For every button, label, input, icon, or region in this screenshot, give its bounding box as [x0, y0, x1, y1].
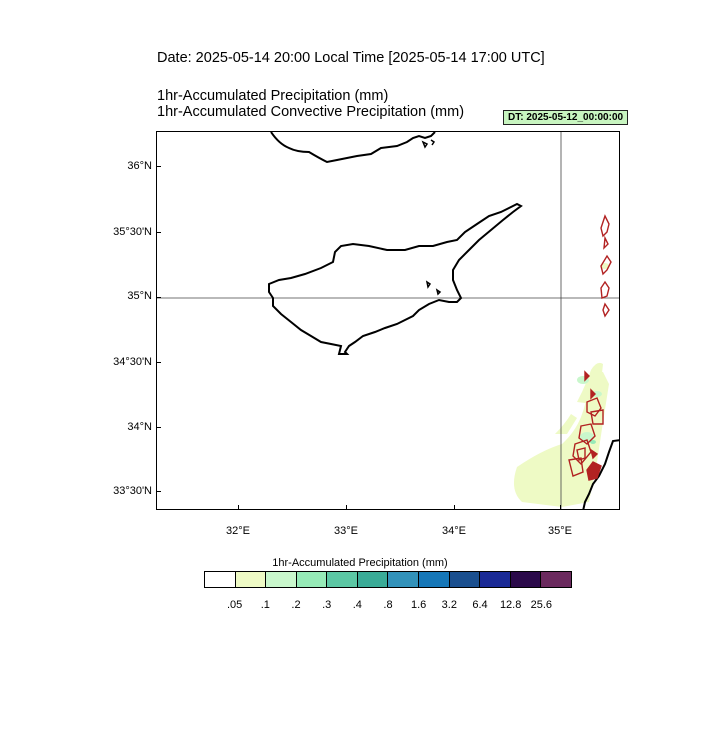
lon-label-32e: 32°E	[226, 525, 250, 537]
lon-tick	[454, 505, 455, 510]
lat-tick	[156, 166, 161, 167]
colorbar-box-11	[541, 572, 571, 587]
conv-contour-10	[578, 423, 596, 445]
precip-area-light	[513, 372, 609, 507]
lon-label-33e: 33°E	[334, 525, 358, 537]
colorbar-box-2	[266, 572, 297, 587]
lat-tick	[156, 491, 161, 492]
colorbar-label: .4	[352, 599, 362, 611]
colorbar-label: .3	[322, 599, 332, 611]
colorbar-box-6	[388, 572, 420, 587]
cyprus-islet	[425, 280, 432, 289]
colorbar-label: 6.4	[472, 599, 488, 611]
precip-spot-e	[601, 263, 609, 269]
lon-tick	[346, 505, 347, 510]
colorbar-title: 1hr-Accumulated Precipitation (mm)	[272, 557, 448, 569]
lon-label-34e: 34°E	[442, 525, 466, 537]
conv-contour-2	[603, 235, 609, 250]
cyprus-coastline	[268, 202, 523, 355]
colorbar-box-3	[296, 572, 328, 587]
convective-subtitle: 1hr-Accumulated Convective Precipitation…	[157, 104, 465, 120]
lat-label-36n: 36°N	[127, 160, 152, 172]
colorbar-label: .05	[227, 599, 243, 611]
dt-badge: DT: 2025-05-12_00:00:00	[503, 110, 629, 125]
colorbar-label: 12.8	[499, 599, 522, 611]
colorbar-box-1	[235, 572, 267, 587]
convective-contours	[568, 214, 612, 481]
colorbar-box-5	[357, 572, 389, 587]
conv-contour-15	[589, 448, 599, 460]
lat-tick	[156, 362, 161, 363]
lat-tick	[156, 297, 161, 298]
turkey-islet-a	[421, 140, 429, 149]
lat-label-35n: 35°N	[127, 290, 152, 302]
lon-tick	[238, 505, 239, 510]
turkey-coastline	[270, 132, 436, 164]
lat-label-34-30n: 34°30'N	[113, 356, 152, 368]
conv-contour-12	[576, 447, 586, 461]
colorbar-label: 3.2	[441, 599, 457, 611]
lat-tick	[156, 427, 161, 428]
precip-band-mid	[555, 414, 577, 434]
conv-contour-9	[590, 409, 604, 425]
lat-label-33-30n: 33°30'N	[113, 485, 152, 497]
lebanon-coastline	[582, 439, 619, 509]
conv-contour-1	[600, 214, 610, 238]
lat-tick	[156, 232, 161, 233]
colorbar-box-4	[327, 572, 358, 587]
map-canvas	[157, 132, 619, 509]
colorbar-label: .2	[291, 599, 301, 611]
colorbar-box-8	[449, 572, 481, 587]
conv-contour-4	[600, 280, 610, 299]
precip-spot-c	[580, 432, 594, 442]
lon-tick	[560, 505, 561, 510]
colorbar-box-10	[510, 572, 542, 587]
precip-spot-b	[592, 391, 602, 397]
colorbar	[204, 571, 572, 588]
turkey-islet-b	[430, 139, 436, 146]
conv-contour-5	[602, 302, 610, 318]
colorbar-label: 1.6	[411, 599, 427, 611]
conv-contour-13	[568, 457, 584, 477]
date-title: Date: 2025-05-14 20:00 Local Time [2025-…	[157, 50, 545, 66]
colorbar-label: 25.6	[530, 599, 553, 611]
cyprus-islet-b	[435, 288, 442, 296]
conv-contour-3	[600, 254, 612, 276]
colorbar-box-9	[480, 572, 511, 587]
colorbar-box-7	[419, 572, 450, 587]
lat-label-34n: 34°N	[127, 421, 152, 433]
precip-shading	[513, 263, 609, 507]
lat-label-35-30n: 35°30'N	[113, 226, 152, 238]
conv-contour-6	[584, 370, 590, 382]
conv-contour-14	[586, 461, 602, 481]
conv-contour-7	[590, 388, 596, 400]
map-panel	[156, 131, 620, 510]
colorbar-label: .1	[260, 599, 270, 611]
conv-contour-8	[586, 397, 602, 417]
precip-subtitle: 1hr-Accumulated Precipitation (mm)	[157, 88, 389, 104]
colorbar-box-0	[205, 572, 236, 587]
colorbar-label: .8	[383, 599, 393, 611]
conv-contour-11	[572, 439, 592, 466]
lon-label-35e: 35°E	[548, 525, 572, 537]
precip-spot-d	[590, 440, 596, 444]
